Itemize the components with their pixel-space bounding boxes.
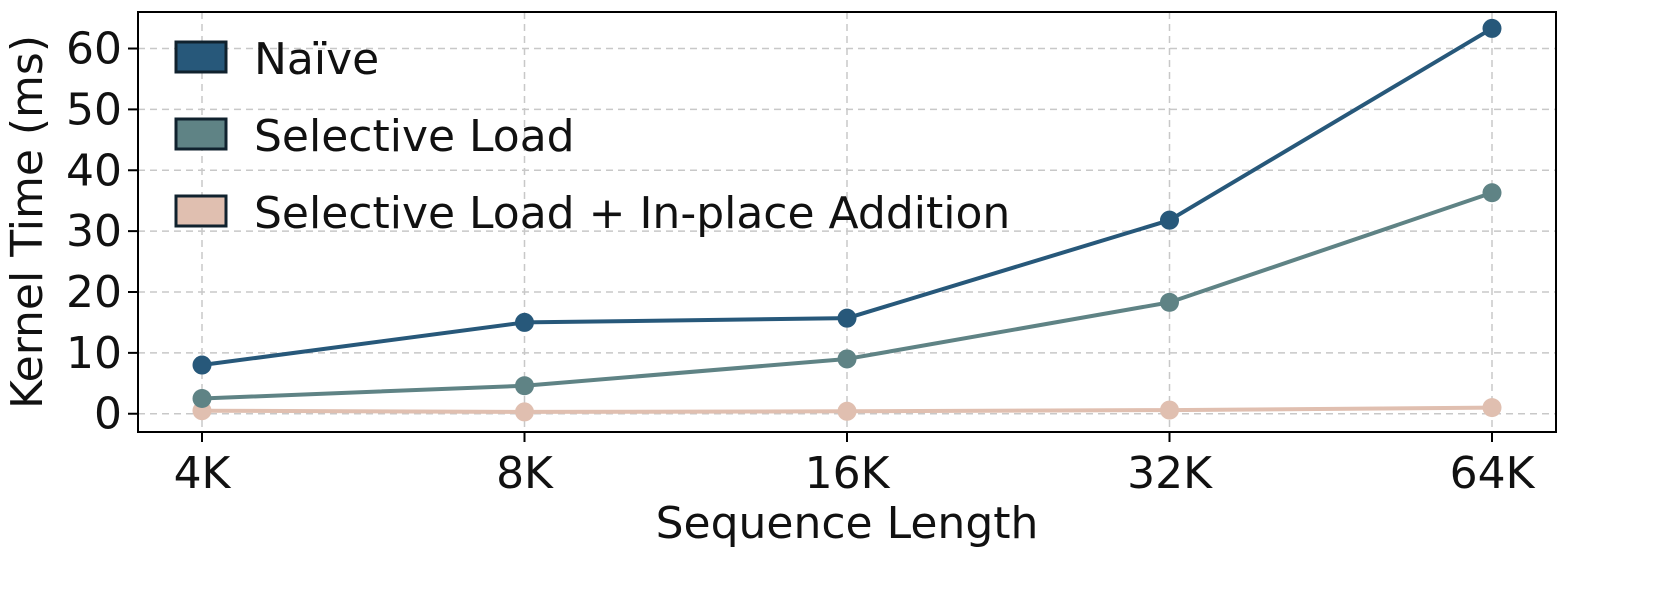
- legend-label: Selective Load: [254, 111, 575, 162]
- y-tick-label: 30: [66, 206, 122, 257]
- data-point: [515, 312, 534, 332]
- x-axis-label: Sequence Length: [656, 498, 1039, 549]
- y-tick-label: 10: [66, 328, 122, 379]
- data-point: [1160, 210, 1179, 230]
- data-point: [515, 402, 534, 422]
- data-point: [1482, 398, 1502, 418]
- x-tick-label: 4K: [174, 448, 232, 499]
- series-1: [192, 183, 1502, 409]
- data-point: [515, 376, 534, 396]
- data-point: [837, 308, 857, 328]
- legend: Naïve Selective Load Selective Load + In-p…: [174, 34, 1010, 239]
- data-point: [1160, 292, 1179, 312]
- series-0: [192, 18, 1502, 375]
- legend-swatch: [174, 40, 228, 74]
- legend-label: Naïve: [254, 34, 379, 85]
- data-point: [1482, 18, 1502, 38]
- data-point: [837, 349, 857, 369]
- y-tick-label: 40: [66, 145, 122, 196]
- legend-label: Selective Load + In-place Addition: [254, 188, 1010, 239]
- legend-item: Naïve: [174, 34, 379, 85]
- legend-item: Selective Load: [174, 111, 575, 162]
- x-tick-label: 32K: [1127, 448, 1213, 499]
- y-axis-label: Kernel Time (ms): [2, 35, 53, 409]
- legend-item: Selective Load + In-place Addition: [174, 188, 1010, 239]
- legend-swatch: [174, 194, 228, 228]
- data-point: [192, 389, 212, 409]
- y-tick-label: 0: [94, 389, 122, 440]
- data-point: [1482, 183, 1502, 203]
- legend-swatch: [174, 117, 228, 151]
- axes: 0 10 20 30 40 50 60 4K 8K 16K 32K 64K: [66, 24, 1536, 499]
- x-tick-label: 8K: [496, 448, 554, 499]
- y-tick-label: 20: [66, 267, 122, 318]
- data-point: [192, 355, 212, 375]
- data-point: [1160, 400, 1179, 420]
- x-tick-label: 16K: [805, 448, 891, 499]
- x-tick-label: 64K: [1450, 448, 1536, 499]
- y-tick-label: 60: [66, 24, 122, 75]
- data-point: [837, 401, 857, 421]
- series-2: [192, 398, 1502, 422]
- series-layer: [192, 18, 1502, 422]
- y-tick-label: 50: [66, 84, 122, 135]
